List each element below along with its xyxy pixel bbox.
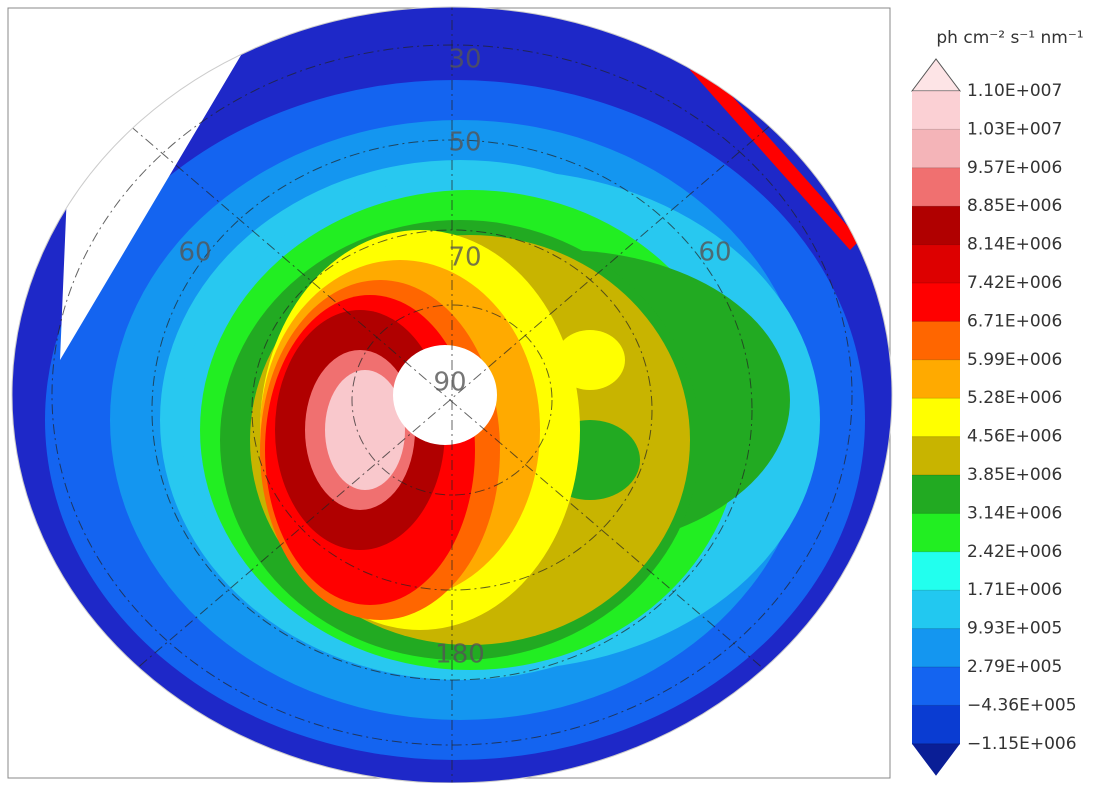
colorbar-label: 7.42E+006	[967, 273, 1062, 293]
colorbar-band	[912, 321, 960, 361]
colorbar-label: 6.71E+006	[967, 311, 1062, 331]
latitude-label: 70	[448, 243, 481, 273]
colorbar-label: 8.85E+006	[967, 196, 1062, 216]
colorbar-band	[912, 475, 960, 514]
colorbar-band	[912, 551, 960, 591]
colorbar-label: 3.14E+006	[967, 503, 1062, 523]
colorbar-label: 3.85E+006	[967, 465, 1062, 485]
pole-label: 90	[433, 368, 466, 398]
colorbar-cap	[911, 58, 961, 92]
colorbar-band	[912, 167, 960, 207]
latitude-label: 30	[448, 45, 481, 75]
colorbar-band	[912, 628, 960, 668]
colorbar-band	[912, 705, 960, 745]
colorbar-band	[912, 91, 960, 130]
longitude-label: 180	[435, 640, 485, 670]
colorbar-label: 5.28E+006	[967, 388, 1062, 408]
colorbar: 1.10E+007 1.03E+007 9.57E+006 8.85E+006 8.14…	[911, 58, 1077, 776]
colorbar-label: 1.03E+007	[967, 119, 1062, 139]
colorbar-band	[912, 513, 960, 553]
colorbar-label: 2.42E+006	[967, 542, 1062, 562]
latitude-label: 50	[448, 128, 481, 158]
colorbar-label: −4.36E+005	[967, 695, 1077, 715]
colorbar-band	[912, 667, 960, 706]
colorbar-label: 4.56E+006	[967, 427, 1062, 447]
colorbar-unit: ph cm⁻² s⁻¹ nm⁻¹	[936, 28, 1083, 48]
longitude-label: 60	[178, 238, 211, 268]
colorbar-band	[912, 283, 960, 322]
colorbar-label: 2.79E+005	[967, 657, 1062, 677]
colorbar-label: 9.57E+006	[967, 158, 1062, 178]
colorbar-label: 9.93E+005	[967, 619, 1062, 639]
colorbar-label: 8.14E+006	[967, 235, 1062, 255]
colorbar-label: 1.71E+006	[967, 580, 1062, 600]
colorbar-label: 5.99E+006	[967, 350, 1062, 370]
colorbar-band	[912, 206, 960, 246]
colorbar-cap	[912, 743, 960, 776]
colorbar-band	[912, 244, 960, 284]
colorbar-band	[912, 436, 960, 476]
colorbar-label: 1.10E+007	[967, 81, 1062, 101]
colorbar-band	[912, 359, 960, 399]
colorbar-band	[912, 590, 960, 630]
colorbar-band	[912, 129, 960, 169]
colorbar-band	[912, 398, 960, 438]
longitude-label: 60	[698, 238, 731, 268]
colorbar-label: −1.15E+006	[967, 734, 1077, 754]
